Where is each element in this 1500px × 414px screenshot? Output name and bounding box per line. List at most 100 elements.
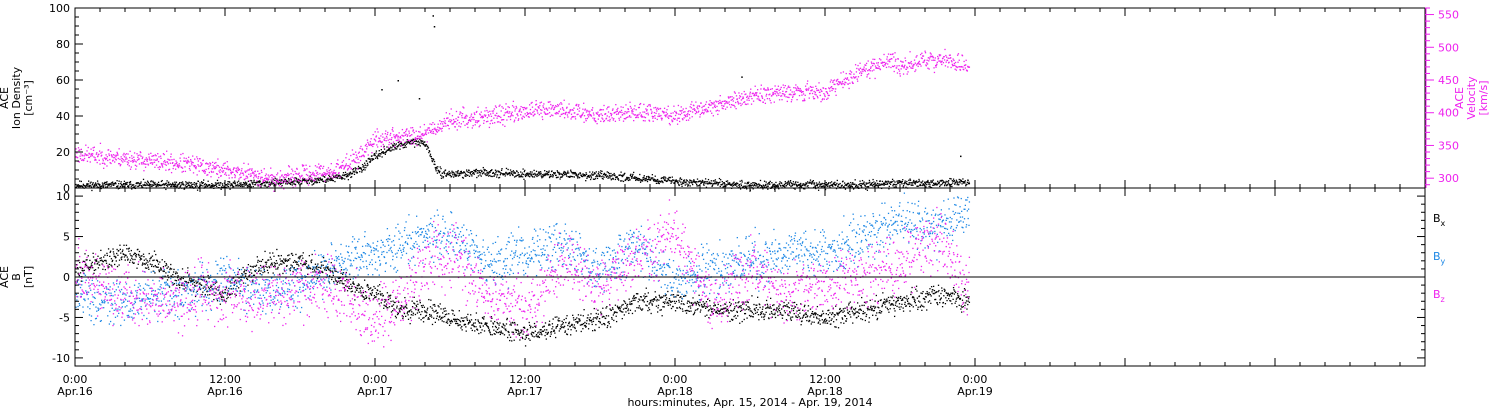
density-series-point <box>146 182 148 184</box>
velocity-series-point <box>819 88 822 91</box>
b-series-bx-point <box>270 258 272 260</box>
velocity-series-point <box>161 165 163 167</box>
density-series-point <box>894 181 896 183</box>
density-series-point <box>871 184 873 186</box>
velocity-series-point <box>865 62 868 65</box>
density-series-point <box>587 176 589 178</box>
density-series-point <box>965 185 967 187</box>
density-series-point <box>204 186 206 188</box>
b-series-bx-point <box>110 264 112 266</box>
velocity-series-point <box>651 115 654 118</box>
density-series-point <box>236 181 239 183</box>
velocity-series-point <box>485 120 488 123</box>
velocity-series-point <box>263 178 266 180</box>
velocity-series-point <box>313 175 316 177</box>
velocity-series-point <box>932 59 935 61</box>
density-series-point <box>231 185 234 187</box>
velocity-series-point <box>133 156 135 158</box>
velocity-series-point <box>946 59 949 61</box>
velocity-series-point <box>746 96 748 98</box>
density-series-point <box>316 181 319 184</box>
density-series-point <box>353 173 356 176</box>
b-series-bx-point <box>271 264 274 266</box>
density-series-point <box>203 179 205 181</box>
velocity-series-point <box>804 85 807 87</box>
density-series-point <box>618 179 620 181</box>
velocity-series-point <box>733 97 735 99</box>
b-series-bx-point <box>190 280 192 282</box>
velocity-series-point <box>209 162 212 165</box>
b-series-bx-point <box>286 264 288 267</box>
velocity-series-point <box>621 111 623 114</box>
density-series-point <box>778 183 781 185</box>
b-series-bx-point <box>192 279 194 282</box>
velocity-series-point <box>291 168 293 170</box>
density-series-point <box>395 148 397 150</box>
velocity-series-point <box>800 91 803 94</box>
density-series-point <box>906 180 908 183</box>
velocity-series-point <box>264 175 267 177</box>
density-series-point <box>888 185 890 188</box>
density-series-point <box>518 176 520 178</box>
density-series-point <box>636 177 638 180</box>
velocity-series-point <box>612 108 614 110</box>
density-series-point <box>84 185 87 187</box>
density-series-point <box>834 184 836 187</box>
velocity-series-point <box>889 58 891 61</box>
b-series-bx-point <box>296 268 299 270</box>
velocity-series-point <box>297 173 300 175</box>
velocity-series-point <box>668 115 670 117</box>
density-series-point <box>960 179 962 182</box>
b-series-bx-point <box>133 252 136 254</box>
b-series-bx-point <box>297 263 299 266</box>
velocity-series-point <box>937 58 939 60</box>
velocity-series-point <box>240 172 242 174</box>
velocity-series-point <box>683 117 685 119</box>
density-series-point <box>738 183 741 186</box>
velocity-series-point <box>786 100 788 103</box>
density-series-point <box>594 178 597 180</box>
density-series-point <box>505 167 508 170</box>
b-series-bx-point <box>89 259 91 262</box>
density-series-point <box>562 172 565 175</box>
density-series-point <box>922 183 924 186</box>
density-series-point <box>750 184 752 187</box>
velocity-series-point <box>790 94 792 96</box>
b-series-bx-point <box>154 264 156 267</box>
b-series-bx-point <box>76 280 78 282</box>
density-series-point <box>548 171 550 174</box>
velocity-series-point <box>685 107 687 110</box>
velocity-series-point <box>755 93 757 95</box>
velocity-series-point <box>908 62 910 65</box>
density-series-point <box>567 176 569 178</box>
velocity-series-point <box>646 105 649 108</box>
b-series-bx-point <box>220 295 222 297</box>
density-series-point <box>712 180 714 182</box>
b-series-bx-point <box>294 269 296 271</box>
density-series-point <box>737 182 739 185</box>
velocity-series-point <box>627 108 630 111</box>
velocity-series-point <box>796 99 798 101</box>
density-series-point <box>293 180 295 182</box>
velocity-series-point <box>257 170 259 172</box>
velocity-series-point <box>878 66 880 68</box>
density-series-point <box>600 175 602 178</box>
density-series-point <box>951 180 953 182</box>
density-series-point <box>261 182 264 184</box>
density-series-point <box>944 182 947 184</box>
b-series-bx-point <box>199 282 201 284</box>
density-series-point <box>895 186 897 188</box>
velocity-series-point <box>872 62 875 65</box>
density-series-point <box>426 148 428 150</box>
velocity-series-point <box>261 171 263 174</box>
velocity-series-point <box>849 82 851 84</box>
density-series-point <box>384 151 386 154</box>
velocity-series-point <box>156 159 158 161</box>
velocity-series-point <box>246 175 248 178</box>
density-series-point <box>260 186 262 188</box>
b-series-bx-point <box>122 249 124 251</box>
velocity-series-point <box>161 166 164 168</box>
velocity-series-point <box>676 112 678 115</box>
density-series-point <box>642 177 644 179</box>
velocity-series-point <box>687 119 690 121</box>
